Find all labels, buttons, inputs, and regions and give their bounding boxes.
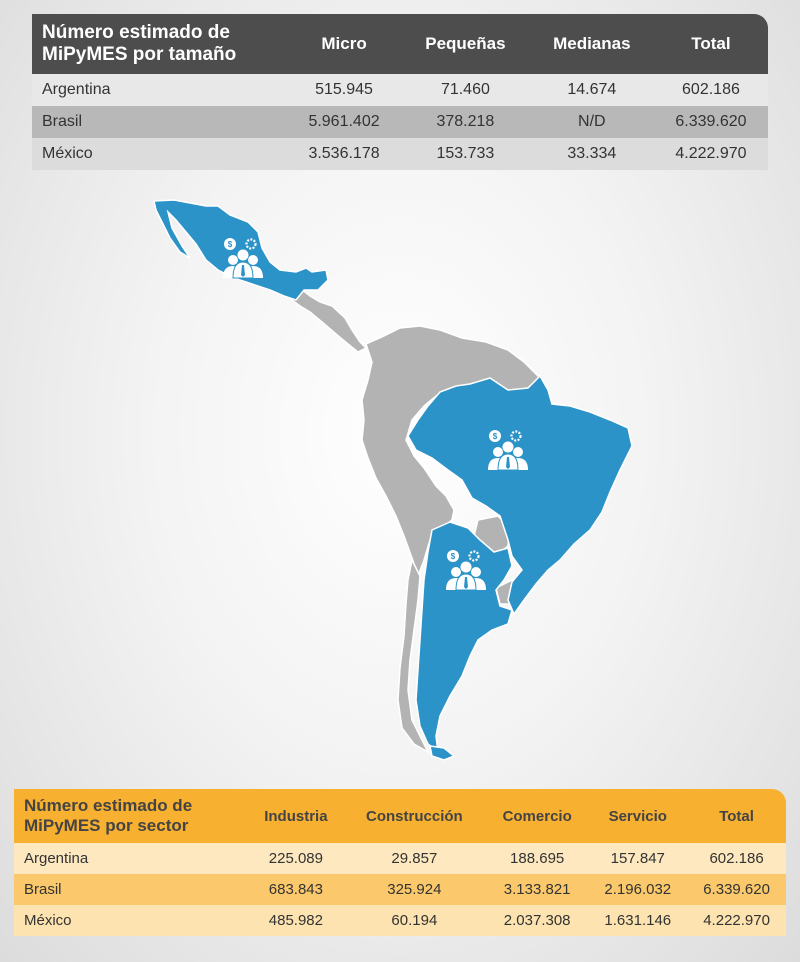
cell: 325.924 (342, 874, 486, 905)
table-row: Brasil 5.961.402 378.218 N/D 6.339.620 (32, 106, 768, 138)
cell: 33.334 (529, 138, 654, 170)
cell: 29.857 (342, 843, 486, 874)
size-header-micro: Micro (287, 14, 402, 74)
size-header-pequenas: Pequeñas (401, 14, 530, 74)
table-row: Argentina 515.945 71.460 14.674 602.186 (32, 74, 768, 106)
cell: 4.222.970 (653, 138, 768, 170)
table-row: Brasil 683.843 325.924 3.133.821 2.196.0… (14, 874, 786, 905)
sector-table: Número estimado de MiPyMES por sector In… (14, 789, 786, 936)
cell: 4.222.970 (687, 905, 786, 936)
cell: 6.339.620 (653, 106, 768, 138)
sector-header-construccion: Construcción (342, 789, 486, 843)
row-country: Brasil (14, 874, 249, 905)
sector-table-title: Número estimado de MiPyMES por sector (14, 789, 249, 843)
row-country: Brasil (32, 106, 287, 138)
cell: 602.186 (653, 74, 768, 106)
cell: 153.733 (401, 138, 530, 170)
cell: 683.843 (249, 874, 343, 905)
cell: 3.133.821 (485, 874, 589, 905)
latin-america-map: $ (153, 199, 633, 761)
map-central-america (286, 287, 368, 353)
size-table-title: Número estimado de MiPyMES por tamaño (32, 14, 287, 74)
cell: 188.695 (485, 843, 589, 874)
sector-header-total: Total (687, 789, 786, 843)
map-argentina (415, 521, 513, 754)
size-table-header-row: Número estimado de MiPyMES por tamaño Mi… (32, 14, 768, 74)
cell: 2.196.032 (588, 874, 688, 905)
size-header-total: Total (653, 14, 768, 74)
sector-table-header-row: Número estimado de MiPyMES por sector In… (14, 789, 786, 843)
row-country: México (32, 138, 287, 170)
cell: 157.847 (588, 843, 688, 874)
sector-header-servicio: Servicio (588, 789, 688, 843)
cell: 60.194 (342, 905, 486, 936)
cell: N/D (529, 106, 654, 138)
cell: 1.631.146 (588, 905, 688, 936)
size-header-medianas: Medianas (529, 14, 654, 74)
row-country: Argentina (32, 74, 287, 106)
cell: 225.089 (249, 843, 343, 874)
size-table: Número estimado de MiPyMES por tamaño Mi… (32, 14, 768, 170)
cell: 515.945 (287, 74, 402, 106)
table-row: Argentina 225.089 29.857 188.695 157.847… (14, 843, 786, 874)
cell: 14.674 (529, 74, 654, 106)
cell: 3.536.178 (287, 138, 402, 170)
cell: 378.218 (401, 106, 530, 138)
map-northwest-south-america (361, 325, 542, 579)
row-country: México (14, 905, 249, 936)
row-country: Argentina (14, 843, 249, 874)
map-tierra-del-fuego (429, 745, 456, 761)
cell: 6.339.620 (687, 874, 786, 905)
cell: 485.982 (249, 905, 343, 936)
map-chile (397, 557, 430, 754)
map-brazil (407, 374, 633, 616)
table-row: México 485.982 60.194 2.037.308 1.631.14… (14, 905, 786, 936)
cell: 2.037.308 (485, 905, 589, 936)
cell: 5.961.402 (287, 106, 402, 138)
sector-header-industria: Industria (249, 789, 343, 843)
table-row: México 3.536.178 153.733 33.334 4.222.97… (32, 138, 768, 170)
sector-header-comercio: Comercio (485, 789, 589, 843)
cell: 71.460 (401, 74, 530, 106)
cell: 602.186 (687, 843, 786, 874)
